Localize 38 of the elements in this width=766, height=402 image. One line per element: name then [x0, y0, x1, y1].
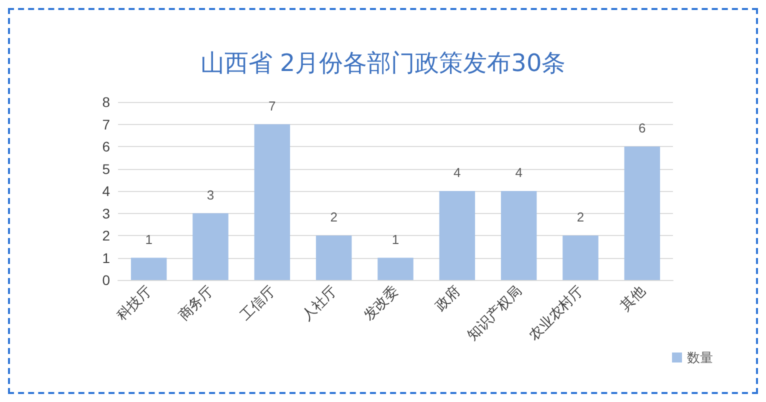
y-tick-label: 6 [102, 138, 110, 154]
x-tick-label: 其他 [616, 282, 648, 314]
y-tick-label: 7 [102, 116, 110, 132]
x-tick-label: 工信厅 [236, 282, 278, 324]
x-tick-label: 知识产权局 [464, 282, 524, 344]
y-tick-label: 5 [102, 160, 110, 177]
y-tick-label: 4 [102, 183, 110, 199]
y-tick-label: 8 [102, 94, 110, 110]
data-label: 7 [268, 98, 276, 114]
data-label: 1 [145, 232, 152, 247]
bar [500, 191, 537, 280]
data-label: 6 [638, 120, 646, 136]
bar [439, 191, 476, 280]
x-tick-label: 政府 [432, 282, 463, 314]
bar [562, 236, 598, 280]
bar [254, 124, 290, 280]
x-tick-label: 商务厅 [175, 282, 216, 324]
data-label: 2 [330, 210, 338, 224]
y-tick-label: 0 [102, 272, 110, 288]
data-label: 1 [392, 232, 400, 247]
y-tick-label: 3 [102, 205, 110, 222]
x-tick-label: 农业农村厅 [525, 282, 586, 344]
x-tick-label: 科技厅 [113, 282, 154, 324]
bar [624, 146, 660, 280]
data-label: 4 [515, 165, 522, 180]
bar [316, 236, 352, 280]
data-label: 2 [576, 210, 584, 224]
x-tick-label: 发改委 [360, 282, 402, 324]
y-tick-label: 1 [102, 250, 110, 266]
bar [192, 213, 228, 280]
chart-title: 山西省 2月份各部门政策发布30条 [200, 49, 566, 77]
legend-label: 数量 [687, 350, 713, 365]
y-tick-label: 2 [102, 228, 110, 244]
data-label: 4 [454, 165, 461, 180]
x-tick-label: 人社厅 [298, 282, 340, 324]
bar [378, 258, 414, 280]
bar [130, 258, 167, 280]
data-label: 3 [206, 187, 214, 202]
